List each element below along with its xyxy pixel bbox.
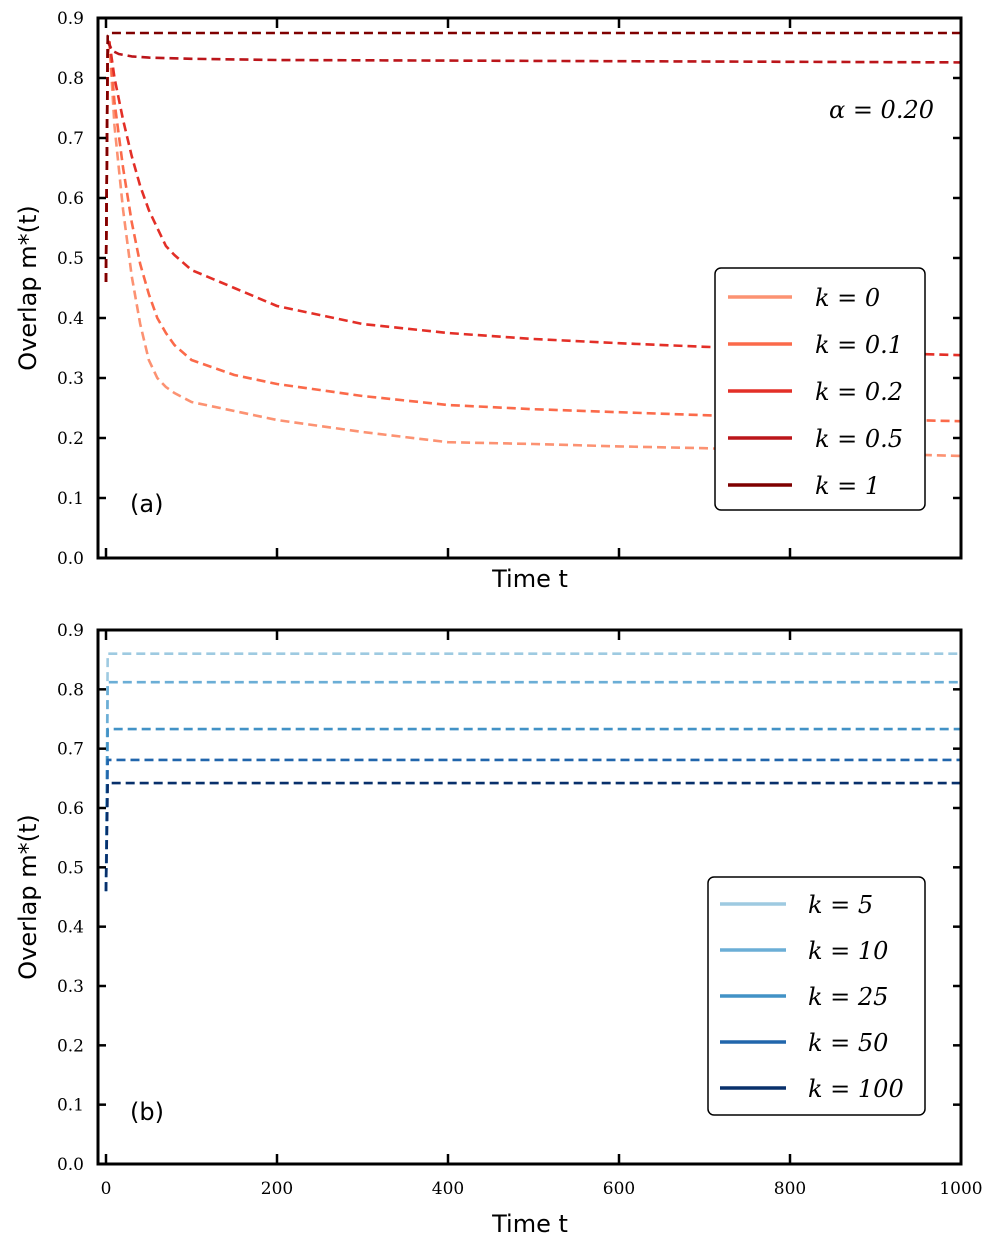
series-line-k-1 [104, 31, 961, 283]
y-tick-label: 0.1 [57, 489, 84, 509]
y-tick-label: 0.8 [57, 69, 84, 89]
legend-label: k = 100 [808, 1075, 904, 1103]
y-tick-label: 0.6 [57, 189, 84, 209]
y-tick-label: 0.5 [57, 249, 84, 269]
series-line-k-0-2 [104, 40, 962, 357]
series-line-k-0 [104, 40, 962, 458]
y-tick-label: 0.7 [57, 129, 84, 149]
x-tick-label: 600 [603, 1179, 635, 1199]
panel-b-ticks: 0.0 0.1 0.2 0.3 0.4 0.5 0.6 0.7 0.8 0.9 0 200 400 600… [57, 621, 983, 1199]
panel-a-ylabel: Overlap m*(t) [14, 205, 42, 370]
x-tick-label: 1000 [939, 1179, 982, 1199]
panel-b-frame [96, 628, 963, 1166]
series-line-k-50 [104, 758, 961, 892]
y-tick-label: 0.4 [57, 309, 84, 329]
y-tick-label: 0.0 [57, 1155, 84, 1175]
x-tick-label: 400 [432, 1179, 464, 1199]
series-line-k-0-5 [104, 40, 962, 283]
legend-label: k = 25 [808, 983, 888, 1011]
panel-a-plot: 0.0 0.1 0.2 0.3 0.4 0.5 0.6 0.7 0.8 0.9 Overlap m… [14, 9, 963, 593]
y-tick-label: 0.6 [57, 799, 84, 819]
panel-b-legend-box [707, 876, 926, 1116]
y-tick-label: 0.9 [57, 621, 84, 641]
series-line-k-0-1 [104, 40, 962, 423]
panel-a-xlabel: Time t [491, 565, 568, 593]
y-tick-label: 0.1 [57, 1096, 84, 1116]
panel-a-lines [104, 31, 962, 458]
panel-a-legend-box [714, 267, 926, 511]
panel-a-label: (a) [130, 490, 163, 518]
legend-label: k = 0.2 [815, 378, 903, 406]
x-tick-label: 800 [774, 1179, 806, 1199]
panel-b-ylabel: Overlap m*(t) [14, 814, 42, 979]
alpha-annotation: α = 0.20 [829, 96, 934, 124]
series-line-k-25 [104, 727, 961, 892]
y-tick-label: 0.9 [57, 9, 84, 29]
panel-a-ticks: 0.0 0.1 0.2 0.3 0.4 0.5 0.6 0.7 0.8 0.9 [57, 9, 963, 569]
y-tick-label: 0.4 [57, 918, 84, 938]
y-tick-label: 0.8 [57, 680, 84, 700]
panel-b-label: (b) [130, 1098, 164, 1126]
x-tick-label: 200 [261, 1179, 293, 1199]
panel-b-lines [104, 652, 961, 892]
y-tick-label: 0.3 [57, 977, 84, 997]
series-line-k-10 [104, 680, 961, 892]
series-line-k-5 [104, 652, 961, 892]
panel-b-plot: 0.0 0.1 0.2 0.3 0.4 0.5 0.6 0.7 0.8 0.9 0 200 400 600… [14, 621, 983, 1238]
panel-b-xlabel: Time t [491, 1210, 568, 1238]
y-tick-label: 0.3 [57, 369, 84, 389]
legend-label: k = 1 [815, 472, 880, 500]
x-tick-label: 0 [101, 1179, 112, 1199]
legend-label: k = 5 [808, 891, 873, 919]
panel-a-frame [96, 16, 963, 560]
legend-label: k = 0.5 [815, 425, 903, 453]
y-tick-label: 0.2 [57, 429, 84, 449]
legend-label: k = 0 [815, 284, 880, 312]
legend-label: k = 10 [808, 937, 888, 965]
legend-label: k = 50 [808, 1029, 888, 1057]
y-tick-label: 0.5 [57, 858, 84, 878]
panel-b-legend: k = 5 k = 10 k = 25 k = 50 k = 100 [707, 876, 926, 1116]
panel-a-legend: k = 0 k = 0.1 k = 0.2 k = 0.5 k = 1 [714, 267, 926, 511]
legend-label: k = 0.1 [815, 331, 903, 359]
y-tick-label: 0.0 [57, 549, 84, 569]
series-line-k-100 [104, 781, 961, 892]
y-tick-label: 0.7 [57, 740, 84, 760]
y-tick-label: 0.2 [57, 1036, 84, 1056]
